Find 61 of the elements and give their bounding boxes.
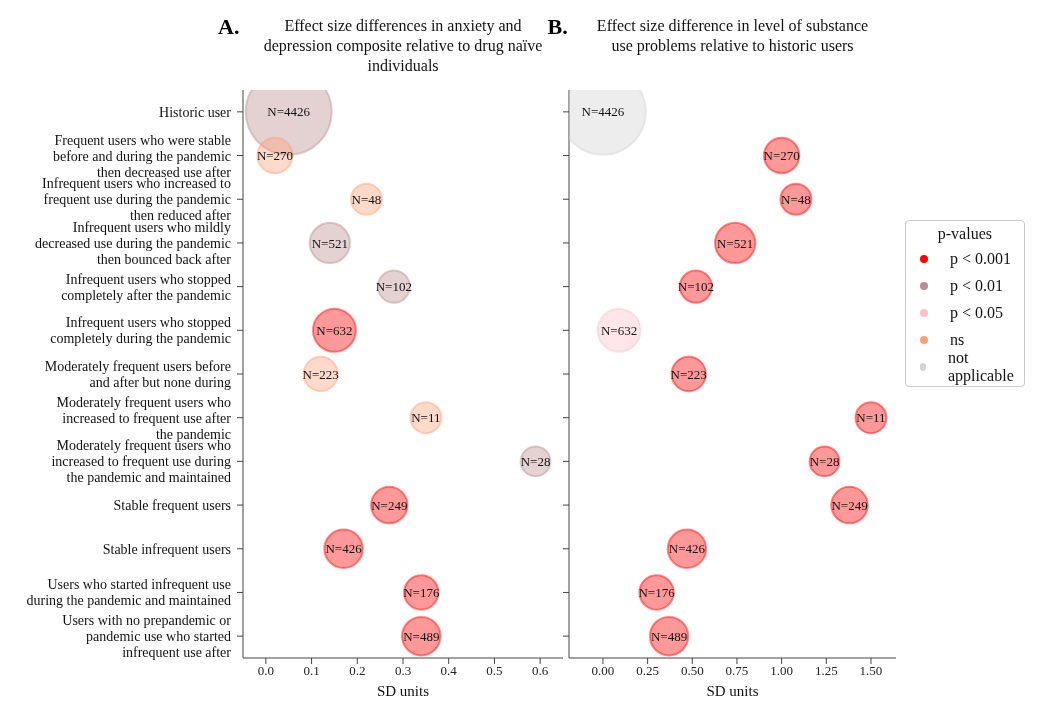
legend-label: p < 0.01 xyxy=(950,276,1004,295)
x-tick-label: 1.50 xyxy=(859,663,883,679)
x-tick-label: 0.5 xyxy=(486,663,503,679)
annotation: N=632 xyxy=(600,322,638,338)
annotation: N=270 xyxy=(763,148,800,164)
x-tick-label: 0.1 xyxy=(303,663,320,679)
x-axis-title: SD units xyxy=(706,683,759,699)
legend-label: p < 0.05 xyxy=(950,303,1004,322)
chart-title: Effect size differences in anxiety and depression composite relative to drug naïve individuals xyxy=(262,16,544,76)
y-tick-label: Users who started infrequent use during the pandemic and maintained xyxy=(26,577,231,609)
x-tick-label: 0.00 xyxy=(591,663,615,679)
y-tick-label: Infrequent users who stopped completely after the pandemic xyxy=(61,271,231,303)
legend-title: p-values xyxy=(936,225,993,243)
annotation: N=249 xyxy=(831,497,868,513)
annotation: N=176 xyxy=(403,585,440,601)
annotation: N=11 xyxy=(411,410,441,426)
x-tick-label: 0.50 xyxy=(680,663,704,679)
y-tick-label: Stable frequent users xyxy=(113,498,231,514)
annotation: N=489 xyxy=(650,628,688,644)
x-tick-label: 0.2 xyxy=(349,663,366,679)
x-axis-title: SD units xyxy=(376,683,430,699)
annotation: N=270 xyxy=(256,148,294,164)
x-tick-label: 1.25 xyxy=(814,663,838,679)
annotation: N=521 xyxy=(311,235,348,251)
annotation: N=48 xyxy=(351,191,382,207)
annotation: N=48 xyxy=(781,191,811,207)
x-tick-label: 0.3 xyxy=(394,663,412,679)
annotation: N=102 xyxy=(375,279,412,295)
x-tick-label: 0.4 xyxy=(440,663,458,679)
annotation: N=521 xyxy=(717,235,754,251)
y-tick-label: Historic user xyxy=(159,104,232,120)
annotation: N=28 xyxy=(809,454,840,469)
annotation: N=249 xyxy=(371,497,408,513)
annotation: N=176 xyxy=(638,585,676,601)
annotation: N=426 xyxy=(325,541,363,557)
annotation: N=632 xyxy=(316,322,353,338)
legend-label: not applicable xyxy=(948,348,1015,385)
y-tick-label: Infrequent users who stopped completely during the pandemic xyxy=(50,315,231,347)
annotation: N=223 xyxy=(670,366,707,382)
x-tick-label: 0.25 xyxy=(636,663,659,679)
x-tick-label: 0.0 xyxy=(257,663,274,679)
y-tick-label: Users with no prepandemic or pandemic use who started infrequent use after xyxy=(62,613,232,661)
annotation: N=4426 xyxy=(581,104,625,120)
x-tick-label: 0.6 xyxy=(532,663,549,679)
y-tick-label: Infrequent users who mildly decreased use during the pandemic then bounced back after xyxy=(35,219,232,267)
x-tick-label: 1.00 xyxy=(770,663,794,679)
annotation: N=223 xyxy=(302,366,339,382)
annotation: N=4426 xyxy=(267,104,311,120)
y-tick-label: Stable infrequent users xyxy=(102,541,231,557)
legend-label: ns xyxy=(950,330,965,349)
annotation: N=102 xyxy=(677,279,714,295)
chart-title: Effect size difference in level of substance use problems relative to historic users xyxy=(595,16,870,56)
annotation: N=11 xyxy=(856,410,886,426)
y-tick-label: Moderately frequent users before and after but none during xyxy=(44,359,231,390)
legend-label: p < 0.001 xyxy=(950,249,1012,268)
annotation: N=28 xyxy=(520,454,551,469)
annotation: N=426 xyxy=(668,541,706,557)
x-tick-label: 0.75 xyxy=(725,663,749,679)
annotation: N=489 xyxy=(403,628,440,644)
text: A. xyxy=(218,14,240,40)
text: B. xyxy=(547,14,568,40)
